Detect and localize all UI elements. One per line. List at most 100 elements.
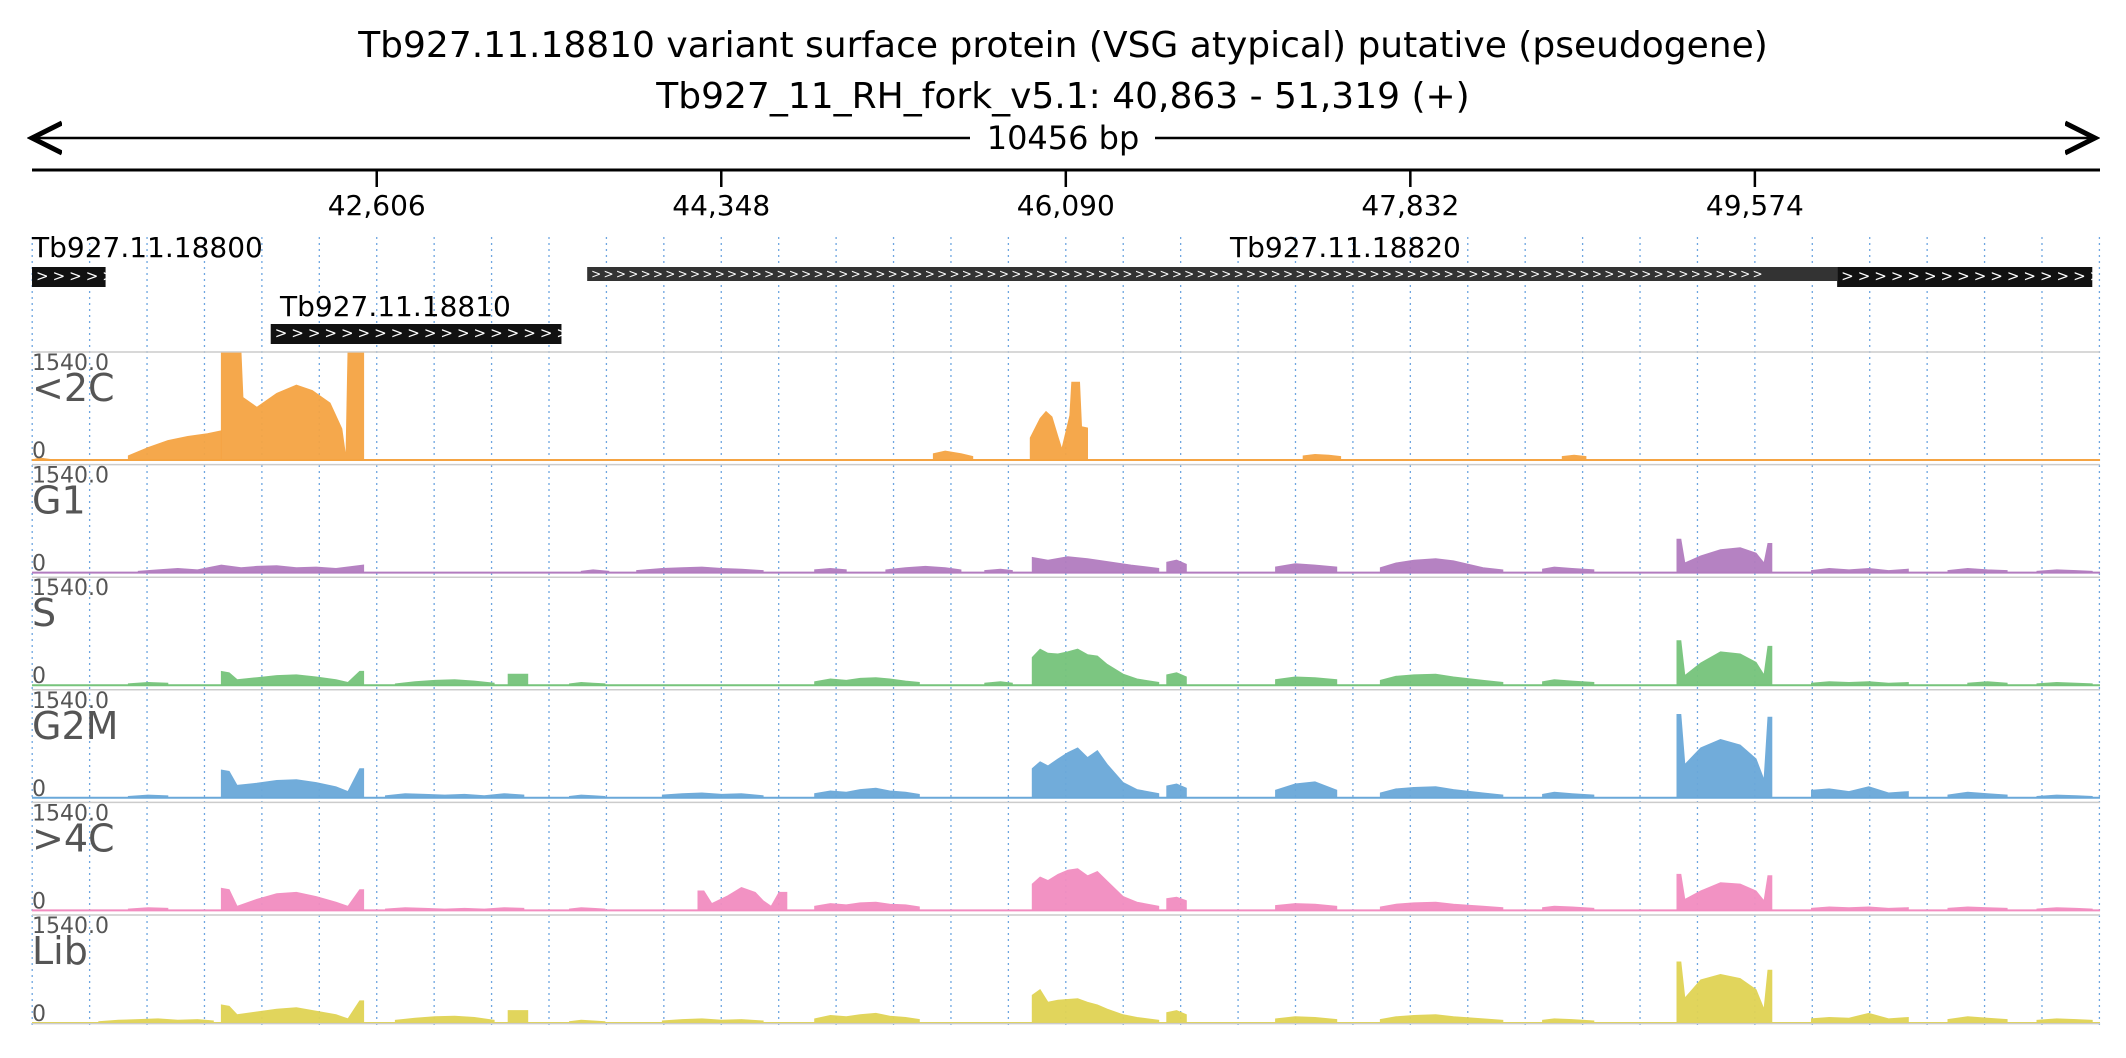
coverage-area [507,673,529,686]
coverage-area [636,566,764,573]
track-G1: 1540.0G1 0 [32,464,2100,577]
gene-Tb927.11.18820-b: >>>>>>>>>>>>>>>>>>> [1837,267,2126,287]
strand-arrows: >>>>>>>>>>>>>>>>>>>>> [275,324,623,342]
coverage-area [385,907,525,911]
coverage-area [1542,566,1595,573]
track-S: 1540.0S 0 [32,576,2100,689]
coverage-area [1676,640,1773,686]
coverage-area [1811,681,1909,686]
coverage-area [814,787,920,799]
coverage-area [137,564,365,573]
coverage-area [661,1018,764,1024]
coverage-area [1275,563,1338,573]
coverage-area [1811,906,1909,911]
coverage-area [814,677,920,686]
coverage-area [1947,791,2008,799]
coverage-area [1166,896,1187,911]
coverage-area [1542,679,1595,686]
coverage-area [127,430,222,461]
y-max-label: 1540.0 [32,464,109,489]
chart-title: Tb927.11.18810 variant surface protein (… [357,25,1768,66]
coverage-tracks: 1540.0<2C01540.0G101540.0S01540.0G2M0154… [31,351,2100,1027]
coverage-area [885,565,962,573]
coverage-area [1379,673,1504,686]
coverage-area [394,1015,495,1024]
coverage-area [1947,1016,2008,1024]
coverage-area [1275,1016,1338,1024]
track-<2C: 1540.0<2C 0 [31,351,2100,464]
coverage-area [1561,454,1587,461]
y-min-label: 0 [32,552,46,577]
coverage-area [220,670,365,686]
coverage-area [31,457,56,461]
coverage-area [1811,786,1909,799]
coverage-area [1676,873,1773,911]
coverage-area [2036,794,2093,799]
coverage-area [1031,989,1160,1024]
track-name: G1 [32,479,86,523]
coverage-area [984,568,1013,573]
gene-Tb927.11.18820-a: >>>>>>>>>>>>>>>>>>>>>>>>>>>>>>>>>>>>>>>>… [587,231,1838,281]
track-name: Lib [32,929,88,973]
coverage-area [1676,714,1773,799]
coverage-area [1166,559,1187,573]
coverage-area [697,887,788,911]
y-min-label: 0 [32,1002,46,1027]
coverage-area [1379,901,1504,911]
x-tick-label: 49,574 [1706,189,1804,222]
coverage-area [569,907,606,911]
y-max-label: 1540.0 [32,801,109,826]
coverage-area [569,794,606,799]
coverage-area [569,681,606,686]
coverage-area [1676,961,1773,1024]
y-max-label: 1540.0 [32,576,109,601]
track-name: <2C [32,366,115,410]
coverage-area [814,901,920,911]
track->4C: 1540.0>4C 0 [32,801,2100,914]
coverage-area [1947,567,2008,573]
gene-body [270,324,562,344]
strand-arrows: >>>>> [36,267,119,285]
coverage-area [1542,905,1595,911]
coverage-area [127,907,169,911]
coverage-area [1275,781,1338,799]
coverage-area [220,887,365,911]
gene-body [1837,267,2093,287]
coverage-area [1166,1010,1187,1024]
coverage-area [1031,747,1160,799]
span-label: 10456 bp [987,119,1140,157]
coverage-area [1811,1012,1909,1024]
y-max-label: 1540.0 [32,351,109,376]
x-tick-label: 44,348 [672,189,770,222]
coverage-area [220,768,365,799]
coverage-area [127,794,169,799]
y-min-label: 0 [32,439,46,464]
coverage-area [1811,567,1909,573]
coverage-area [1302,453,1342,461]
coverage-area [385,793,525,799]
coverage-area [2036,681,2093,686]
y-max-label: 1540.0 [32,689,109,714]
coverage-area [1379,1014,1504,1024]
coverage-area [1967,681,2008,686]
coverage-area [2036,569,2093,573]
coverage-area [1031,868,1160,911]
coverage-area [507,1010,529,1024]
strand-arrows: >>>>>>>>>>>>>>>>>>>>>>>>>>>>>>>>>>>>>>>>… [591,267,1765,281]
chart-subtitle: Tb927_11_RH_fork_v5.1: 40,863 - 51,319 (… [655,76,1469,117]
track-name: G2M [32,704,118,748]
gene-body [32,267,106,287]
coverage-area [2036,1018,2093,1024]
gene-label: Tb927.11.18800 [31,231,263,264]
gene-Tb927.11.18800: >>>>> Tb927.11.18800 [31,231,263,287]
coverage-area [984,681,1013,686]
track-name: >4C [32,816,115,860]
coverage-area [661,792,764,799]
coverage-area [814,567,847,573]
coverage-area [220,352,365,461]
y-max-label: 1540.0 [32,914,109,939]
track-name: S [32,591,56,635]
coverage-area [1379,558,1504,573]
y-min-label: 0 [32,664,46,689]
